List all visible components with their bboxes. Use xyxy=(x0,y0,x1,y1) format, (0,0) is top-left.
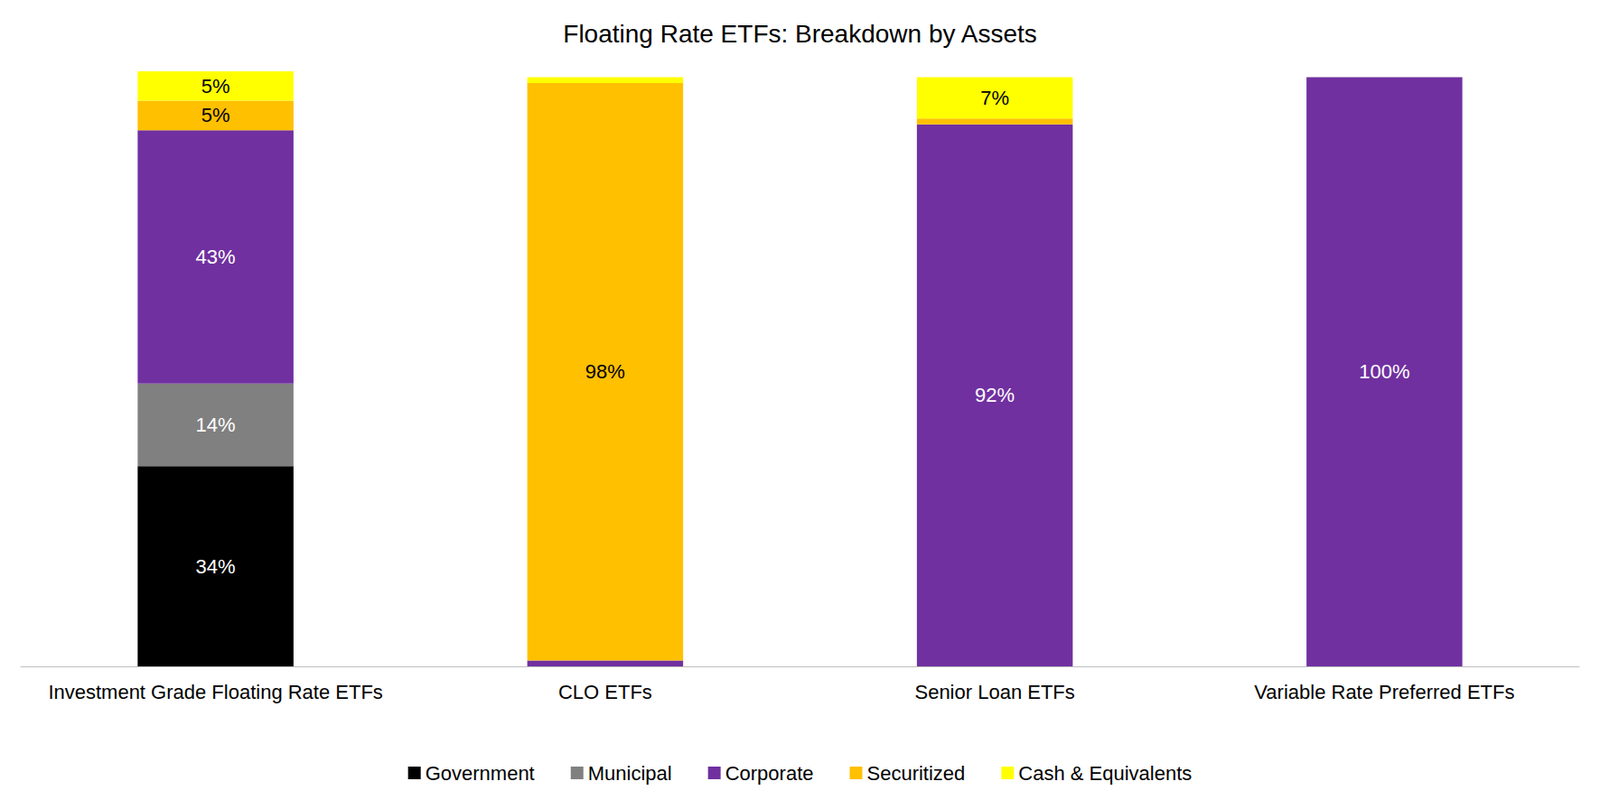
svg-text:Securitized: Securitized xyxy=(866,762,965,786)
svg-text:Variable Rate Preferred ETFs: Variable Rate Preferred ETFs xyxy=(1253,681,1515,704)
svg-text:7%: 7% xyxy=(980,86,1010,110)
svg-text:34%: 34% xyxy=(196,555,236,579)
svg-text:43%: 43% xyxy=(196,245,236,269)
svg-text:Cash & Equivalents: Cash & Equivalents xyxy=(1018,762,1192,786)
svg-text:5%: 5% xyxy=(201,103,231,127)
svg-text:92%: 92% xyxy=(974,383,1015,407)
svg-text:Floating Rate ETFs: Breakdown: Floating Rate ETFs: Breakdown by Assets xyxy=(562,19,1037,48)
svg-text:100%: 100% xyxy=(1358,360,1410,384)
svg-text:Municipal: Municipal xyxy=(588,762,673,786)
svg-text:Investment Grade Floating Rate: Investment Grade Floating Rate ETFs xyxy=(47,681,384,704)
svg-text:CLO ETFs: CLO ETFs xyxy=(558,681,653,704)
svg-text:5%: 5% xyxy=(201,74,231,98)
svg-text:98%: 98% xyxy=(585,360,626,384)
svg-text:Government: Government xyxy=(425,762,535,786)
svg-text:Senior Loan ETFs: Senior Loan ETFs xyxy=(914,681,1075,704)
svg-text:Corporate: Corporate xyxy=(725,762,815,786)
svg-text:14%: 14% xyxy=(196,413,236,437)
